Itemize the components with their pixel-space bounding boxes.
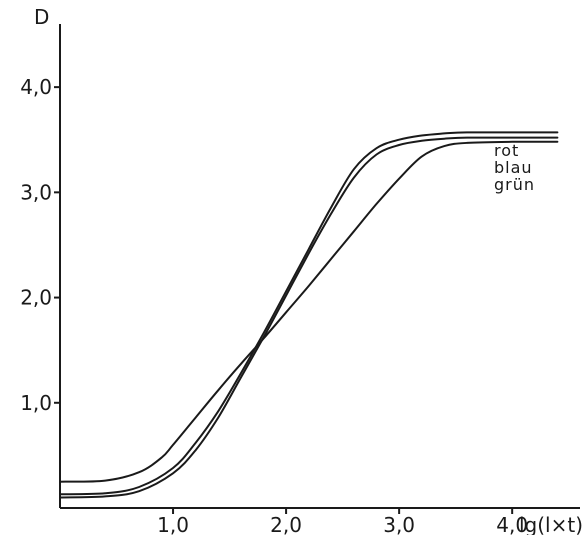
series-label-gruen: grün: [494, 175, 535, 194]
x-tick-label: 4,0: [496, 513, 528, 535]
ticks: 1,0 2,0 3,0 4,0 1,0 2,0 3,0 4,0: [20, 75, 528, 535]
y-tick-label: 3,0: [20, 180, 52, 204]
series-line-gruen: [59, 140, 559, 483]
x-tick-label: 1,0: [157, 513, 189, 535]
y-axis-label: D: [34, 5, 49, 29]
x-axis-label: lg(l×t): [519, 513, 583, 535]
series-line-blau: [59, 136, 559, 499]
y-tick-label: 2,0: [20, 286, 52, 310]
series-curves: [59, 131, 559, 499]
y-tick-label: 1,0: [20, 391, 52, 415]
series-label-rot: rot: [494, 141, 519, 160]
series-label-blau: blau: [494, 158, 533, 177]
series-line-rot: [59, 131, 559, 496]
x-tick-label: 2,0: [270, 513, 302, 535]
axes: [59, 24, 580, 509]
series-labels: rot blau grün: [494, 141, 535, 194]
x-tick-label: 3,0: [383, 513, 415, 535]
y-tick-label: 4,0: [20, 75, 52, 99]
